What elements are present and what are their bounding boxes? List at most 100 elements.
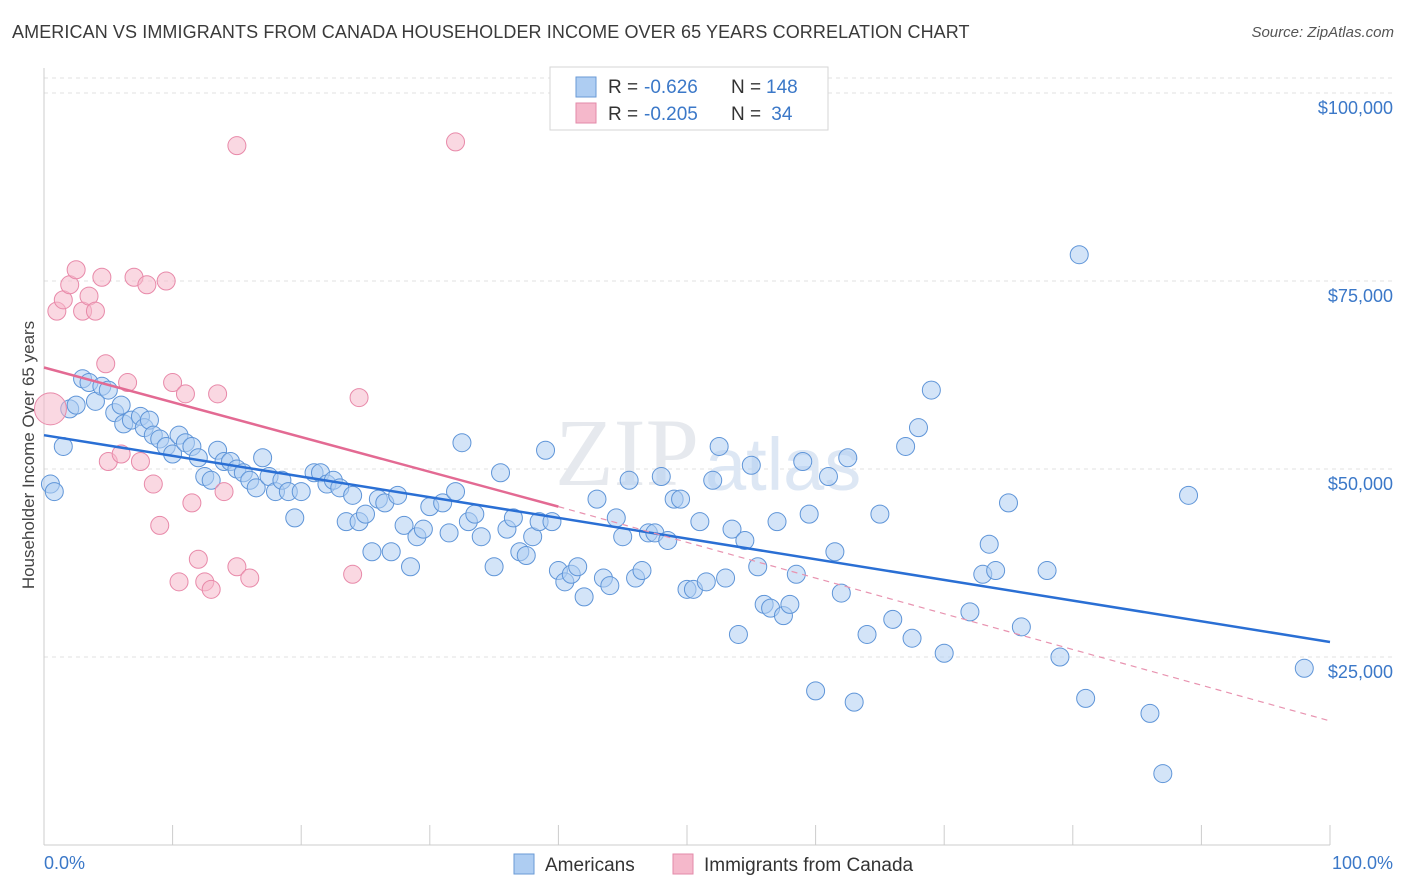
american-point-47 (343, 485, 363, 505)
american-point-122 (857, 624, 877, 644)
american-point-124 (883, 609, 903, 629)
american-point-68 (491, 463, 511, 483)
bottom-legend-label-canada: Immigrants from Canada (704, 855, 914, 876)
american-point-133 (986, 561, 1006, 581)
american-point-104 (728, 624, 748, 644)
legend-n-value-1: 148 (766, 77, 798, 98)
american-point-34 (253, 448, 273, 468)
americans-trend-line (43, 433, 1331, 644)
watermark-atlas: atlas (705, 423, 861, 506)
american-point-63 (452, 433, 472, 453)
american-point-140 (1140, 703, 1160, 723)
american-point-118 (825, 542, 845, 562)
y-tick-label-2: $75,000 (1328, 286, 1393, 306)
american-point-138 (1069, 245, 1089, 265)
canada-point-4 (66, 260, 86, 280)
american-point-11 (111, 395, 131, 415)
canada-point-0 (33, 392, 67, 426)
canada-point-29 (240, 568, 260, 588)
american-point-103 (722, 519, 742, 539)
american-point-53 (381, 542, 401, 562)
legend-r-value-1: -0.626 (644, 77, 698, 98)
american-point-102 (716, 568, 736, 588)
american-point-55 (394, 515, 414, 535)
legend-r-label-2: R = (608, 104, 638, 125)
canada-point-21 (175, 384, 195, 404)
canada-point-23 (188, 549, 208, 569)
bottom-legend: Americans Immigrants from Canada (513, 853, 914, 876)
american-point-119 (831, 583, 851, 603)
canada-point-18 (156, 271, 176, 291)
canada-trend-extension (558, 506, 1331, 722)
american-point-136 (1037, 561, 1057, 581)
american-point-99 (696, 572, 716, 592)
watermark-zip: ZIP (555, 399, 699, 506)
y-tick-labels: $25,000 $50,000 $75,000 $100,000 (1318, 98, 1393, 682)
american-point-134 (999, 493, 1018, 513)
american-point-50 (362, 542, 382, 562)
legend-swatch-canada (575, 102, 597, 124)
american-point-92 (651, 467, 671, 487)
canada-point-33 (446, 132, 466, 152)
american-point-87 (619, 470, 639, 490)
legend-n-value-2: 34 (766, 104, 793, 125)
american-point-1 (44, 482, 64, 502)
american-point-117 (818, 467, 838, 487)
american-point-135 (1011, 617, 1031, 637)
canada-point-32 (349, 388, 369, 408)
canada-point-15 (137, 275, 157, 295)
american-point-115 (799, 504, 819, 524)
american-point-84 (600, 576, 620, 596)
watermark: ZIP atlas (555, 399, 861, 506)
canada-point-7 (85, 301, 105, 321)
american-point-114 (793, 452, 813, 471)
chart-title: AMERICAN VS IMMIGRANTS FROM CANADA HOUSE… (12, 22, 970, 42)
american-point-143 (1294, 658, 1314, 678)
american-point-139 (1076, 688, 1096, 708)
american-point-89 (632, 561, 652, 581)
canada-point-22 (182, 493, 202, 513)
canada-point-19 (163, 373, 183, 393)
american-point-127 (908, 418, 928, 438)
american-point-82 (587, 489, 607, 509)
x-tick-label-min: 0.0% (44, 853, 85, 873)
american-point-4 (66, 395, 86, 415)
canada-point-20 (169, 572, 189, 592)
american-point-141 (1153, 764, 1173, 784)
y-tick-label-0: $25,000 (1328, 662, 1393, 682)
axes (43, 68, 1331, 846)
american-point-54 (388, 485, 408, 505)
american-point-112 (780, 594, 800, 614)
bottom-legend-swatch-americans (513, 853, 535, 875)
american-point-116 (806, 681, 826, 701)
american-point-125 (896, 436, 916, 456)
canada-point-25 (201, 579, 221, 599)
canada-point-30 (227, 136, 247, 156)
american-point-126 (902, 628, 922, 648)
american-point-62 (446, 482, 466, 502)
source-credit: Source: ZipAtlas.com (1251, 24, 1394, 41)
legend-r-value-2: -0.205 (644, 104, 698, 125)
canada-point-12 (118, 373, 138, 393)
y-tick-label-1: $50,000 (1328, 474, 1393, 494)
canada-trend-line (43, 366, 559, 508)
american-point-56 (401, 557, 421, 577)
trend-lines (43, 366, 1331, 722)
canada-point-16 (143, 474, 163, 494)
legend-r-label-1: R = (608, 77, 638, 98)
american-point-130 (960, 602, 980, 622)
american-point-137 (1050, 647, 1070, 667)
american-point-128 (921, 380, 941, 400)
legend-swatch-americans (575, 76, 597, 98)
american-point-113 (786, 564, 806, 584)
canada-point-28 (227, 557, 247, 577)
y-axis-title: Householder Income Over 65 years (19, 321, 38, 589)
american-point-39 (285, 508, 305, 528)
american-point-33 (246, 478, 266, 498)
american-point-40 (291, 482, 311, 502)
american-point-100 (703, 470, 723, 490)
bottom-legend-label-americans: Americans (545, 855, 635, 876)
american-point-26 (201, 470, 221, 490)
american-point-58 (413, 519, 433, 539)
